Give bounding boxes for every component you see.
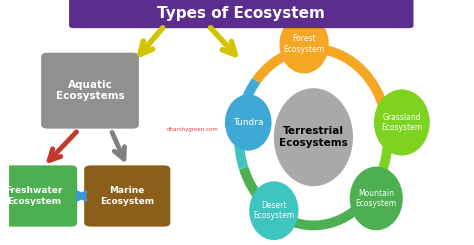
FancyBboxPatch shape — [0, 165, 77, 227]
Ellipse shape — [249, 181, 299, 240]
FancyBboxPatch shape — [84, 165, 170, 227]
Text: Mountain
Ecosystem: Mountain Ecosystem — [356, 189, 397, 208]
Ellipse shape — [350, 167, 403, 230]
Ellipse shape — [225, 94, 272, 151]
Ellipse shape — [280, 15, 329, 74]
Text: Freshwater
Ecosystem: Freshwater Ecosystem — [5, 186, 63, 206]
Text: Marine
Ecosystem: Marine Ecosystem — [100, 186, 155, 206]
Text: Grassland
Ecosystem: Grassland Ecosystem — [381, 113, 422, 132]
Text: Tundra: Tundra — [233, 118, 264, 127]
Ellipse shape — [274, 88, 353, 186]
Text: dharshygreen.com: dharshygreen.com — [166, 127, 219, 132]
FancyBboxPatch shape — [41, 53, 139, 129]
Text: Aquatic
Ecosystems: Aquatic Ecosystems — [55, 80, 124, 101]
Text: Forest
Ecosystem: Forest Ecosystem — [283, 34, 325, 54]
Text: Desert
Ecosystem: Desert Ecosystem — [253, 201, 294, 220]
Ellipse shape — [374, 89, 430, 156]
FancyBboxPatch shape — [69, 0, 413, 28]
Text: Terrestrial
Ecosystems: Terrestrial Ecosystems — [279, 126, 348, 148]
Text: Types of Ecosystem: Types of Ecosystem — [157, 6, 325, 21]
